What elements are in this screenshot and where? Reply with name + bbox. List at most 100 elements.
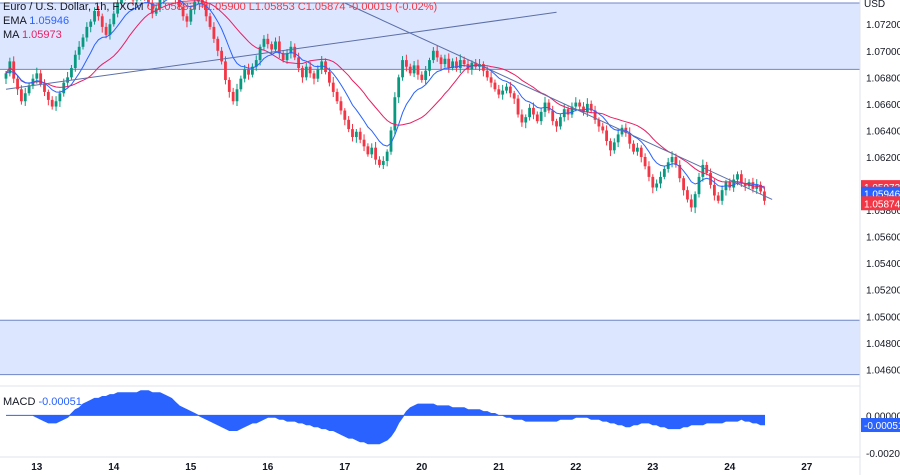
- candle: [582, 102, 585, 116]
- candle: [116, 0, 120, 18]
- candle: [720, 185, 724, 205]
- candle: [339, 96, 343, 115]
- candle: [420, 71, 424, 83]
- candle: [674, 153, 678, 168]
- candle: [578, 99, 582, 109]
- candle: [482, 61, 485, 77]
- candle: [227, 77, 231, 98]
- candle: [389, 126, 393, 155]
- candle: [81, 34, 85, 50]
- candle: [709, 168, 712, 189]
- candle: [639, 145, 643, 163]
- candle: [570, 102, 574, 118]
- candle: [689, 194, 693, 212]
- candle: [716, 192, 720, 204]
- candle: [362, 134, 366, 152]
- candle: [732, 174, 736, 192]
- candle: [585, 98, 589, 117]
- candle: [243, 64, 247, 83]
- candle: [385, 149, 389, 167]
- candle: [120, 0, 123, 9]
- candle: [612, 138, 616, 154]
- candle: [551, 105, 555, 126]
- candle: [424, 65, 428, 85]
- candle: [351, 124, 354, 142]
- candle: [135, 0, 139, 4]
- candle: [408, 63, 412, 76]
- candle: [254, 55, 258, 71]
- candle: [270, 41, 274, 56]
- candle: [247, 63, 250, 80]
- candle: [39, 69, 43, 87]
- candle: [354, 129, 358, 143]
- price-tick: 1.05200: [866, 286, 900, 297]
- candle: [43, 79, 46, 96]
- candle: [416, 59, 420, 80]
- candle: [759, 181, 762, 195]
- candle: [431, 47, 435, 64]
- candle: [743, 178, 747, 191]
- trendline-0[interactable]: [5, 11, 557, 90]
- candle: [682, 175, 685, 196]
- date-tick: 14: [108, 462, 120, 473]
- trendline-1[interactable]: [344, 2, 773, 200]
- candle: [393, 92, 397, 135]
- candle: [46, 89, 50, 106]
- candle: [293, 43, 297, 61]
- price-tick: 1.05000: [866, 312, 900, 323]
- candle: [70, 64, 73, 80]
- ma-label[interactable]: MA: [3, 29, 19, 41]
- symbol-title[interactable]: Euro / U.S. Dollar, 1h, FXCM: [3, 1, 144, 13]
- candle: [208, 12, 212, 30]
- price-tick: 1.04800: [866, 339, 900, 350]
- date-tick: 13: [31, 462, 43, 473]
- candle: [347, 116, 351, 133]
- candle: [185, 13, 189, 28]
- candle: [104, 22, 108, 39]
- candle: [277, 36, 281, 59]
- candle: [435, 45, 439, 62]
- macd-area: [6, 390, 765, 445]
- candle: [520, 109, 524, 127]
- ohlc-values: O1.05893 H1.05900 L1.05853 C1.05874 -0.0…: [146, 1, 438, 13]
- price-tick: 1.06800: [866, 73, 900, 84]
- candle: [266, 33, 270, 49]
- price-tick: 1.06200: [866, 153, 900, 164]
- candle: [739, 170, 743, 187]
- candle: [189, 5, 193, 25]
- candle: [108, 18, 112, 40]
- candle: [73, 50, 77, 72]
- candle: [262, 35, 266, 50]
- candle: [439, 54, 443, 70]
- candle: [112, 10, 116, 27]
- candle: [505, 83, 508, 94]
- svg-text:-0.00051: -0.00051: [864, 421, 900, 432]
- candle: [455, 57, 458, 72]
- candle: [50, 96, 54, 110]
- candle: [181, 1, 185, 21]
- candle: [85, 22, 89, 42]
- candle: [397, 74, 401, 103]
- candle: [77, 41, 81, 60]
- candle: [366, 143, 370, 157]
- ma-value: 1.05973: [21, 29, 62, 41]
- candle: [651, 174, 655, 194]
- candle: [216, 36, 220, 57]
- macd-label[interactable]: MACD: [3, 396, 36, 408]
- candle: [647, 161, 651, 182]
- candle: [516, 94, 520, 118]
- ema-label[interactable]: EMA: [3, 15, 27, 27]
- date-tick: 15: [185, 462, 197, 473]
- candle: [147, 0, 150, 7]
- date-tick: 22: [570, 462, 582, 473]
- candle: [274, 37, 277, 53]
- candle: [235, 83, 239, 106]
- macd-value: -0.00051: [38, 396, 82, 408]
- time-axis: 13 14 15 16 17 20 21 22 23 24 27: [31, 462, 813, 473]
- candle: [20, 85, 23, 105]
- candle: [93, 7, 96, 25]
- candle: [686, 186, 689, 203]
- candle: [655, 179, 659, 191]
- candle: [458, 54, 462, 74]
